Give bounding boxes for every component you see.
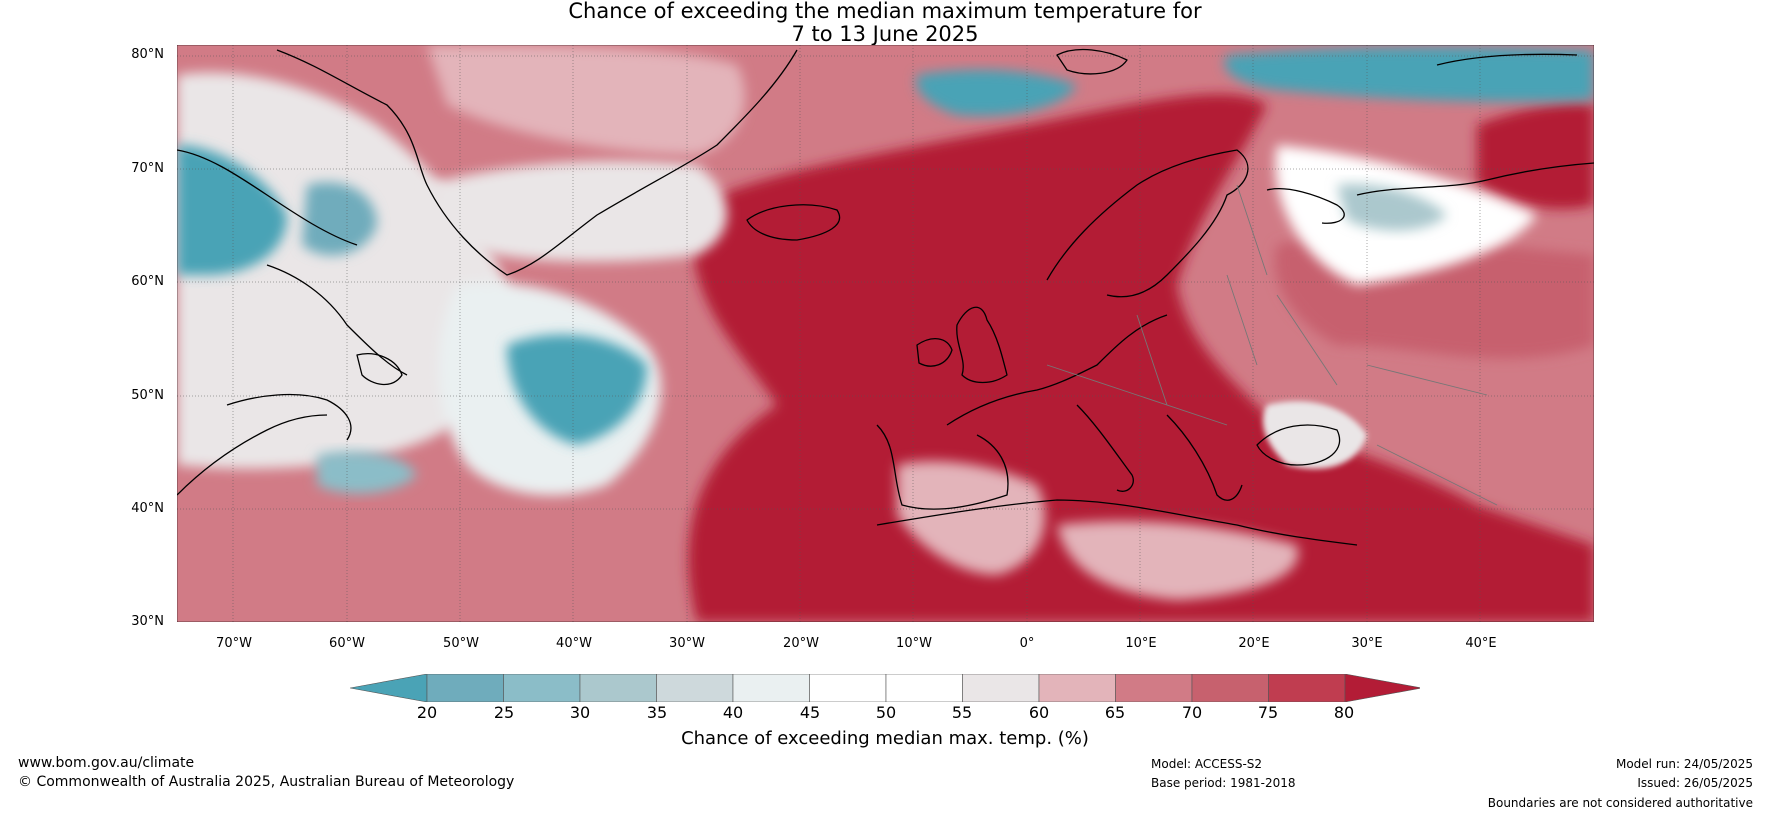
coastline-labrador xyxy=(266,264,408,376)
colorbar-title: Chance of exceeding median max. temp. (%… xyxy=(681,728,1089,749)
coastline-britain xyxy=(956,306,1008,384)
colorbar-segment xyxy=(732,674,810,702)
lat-label-50n: 50°N xyxy=(131,388,164,403)
coastline-black-sea xyxy=(1256,424,1341,466)
footer-disclaimer: Boundaries are not considered authoritat… xyxy=(1487,796,1753,810)
cool-anomaly-us-east xyxy=(317,451,417,494)
lon-label-20e: 20°E xyxy=(1238,636,1270,651)
lon-label-30w: 30°W xyxy=(669,636,705,651)
colorbar-extend-low xyxy=(350,674,428,702)
colorbar-segment xyxy=(962,674,1040,702)
colorbar-segment xyxy=(1038,674,1116,702)
coastline-scandinavia xyxy=(1046,149,1249,298)
lon-label-10e: 10°E xyxy=(1125,636,1157,651)
coastline-nova-scotia xyxy=(226,393,352,441)
country-borders xyxy=(1046,184,1498,506)
lon-label-40e: 40°E xyxy=(1465,636,1497,651)
coastline-balkans xyxy=(1166,414,1243,501)
colorbar-segment xyxy=(1191,674,1269,702)
footer-website: www.bom.gov.au/climate xyxy=(18,755,195,771)
lon-label-50w: 50°W xyxy=(443,636,479,651)
neutral-anomaly-greenland-south xyxy=(427,161,727,262)
colorbar-tick-25: 25 xyxy=(493,703,515,722)
coastline-newfoundland xyxy=(356,353,403,386)
coastline-russia-north xyxy=(1356,162,1594,196)
coastline-italy xyxy=(1076,404,1134,492)
lat-label-70n: 70°N xyxy=(131,161,164,176)
colorbar-tick-80: 80 xyxy=(1333,703,1355,722)
lon-label-0: 0° xyxy=(1019,636,1035,651)
colorbar-segment xyxy=(579,674,657,702)
forecast-map-graphic xyxy=(177,45,1594,622)
footer-copyright: © Commonwealth of Australia 2025, Austra… xyxy=(18,774,515,790)
map-title: Chance of exceeding the median maximum t… xyxy=(568,0,1202,23)
colorbar-segment xyxy=(1268,674,1346,702)
colorbar-tick-70: 70 xyxy=(1181,703,1203,722)
cool-anomaly-north-atlantic xyxy=(507,334,647,445)
graticule xyxy=(177,45,1594,622)
footer-issued: Issued: 26/05/2025 xyxy=(1637,776,1753,790)
coastline-ireland xyxy=(916,338,953,367)
colorbar-tick-40: 40 xyxy=(722,703,744,722)
neutral-anomaly-balkans xyxy=(1263,401,1367,469)
lat-label-30n: 30°N xyxy=(131,614,164,629)
mild-anomaly-sahara xyxy=(1057,521,1299,600)
colorbar xyxy=(350,674,1420,702)
cool-anomaly-hudson xyxy=(302,182,377,256)
lon-label-30e: 30°E xyxy=(1351,636,1383,651)
footer-model-run: Model run: 24/05/2025 xyxy=(1615,757,1753,771)
colorbar-tick-45: 45 xyxy=(799,703,821,722)
lon-label-10w: 10°W xyxy=(896,636,932,651)
lon-label-40w: 40°W xyxy=(556,636,592,651)
coastline-us-east xyxy=(177,414,328,496)
warm-anomaly-northeast xyxy=(1477,103,1594,209)
coastline-kola xyxy=(1266,188,1345,224)
coastline-greenland xyxy=(276,49,798,276)
cool-anomaly-baffin xyxy=(177,145,287,275)
colorbar-tick-55: 55 xyxy=(951,703,973,722)
neutral-anomaly-canada xyxy=(177,72,514,469)
colorbar-tick-35: 35 xyxy=(646,703,668,722)
lat-label-40n: 40°N xyxy=(131,501,164,516)
colorbar-tick-65: 65 xyxy=(1104,703,1126,722)
colorbar-tick-60: 60 xyxy=(1028,703,1050,722)
mild-anomaly-greenland xyxy=(427,45,745,155)
lat-label-80n: 80°N xyxy=(131,47,164,62)
colorbar-segment xyxy=(503,674,581,702)
map-date-range: 7 to 13 June 2025 xyxy=(791,22,979,46)
coastline-iceland xyxy=(746,204,841,241)
coastline-novaya-zemlya xyxy=(1436,53,1578,66)
footer-model: Model: ACCESS-S2 xyxy=(1151,757,1263,771)
colorbar-tick-75: 75 xyxy=(1257,703,1279,722)
lon-label-20w: 20°W xyxy=(783,636,819,651)
colorbar-segment xyxy=(656,674,734,702)
forecast-map xyxy=(177,45,1594,622)
coastline-europe-west xyxy=(946,314,1168,426)
colorbar-segment xyxy=(809,674,887,702)
lon-label-70w: 70°W xyxy=(216,636,252,651)
cool-anomaly-svalbard-sea xyxy=(916,69,1077,116)
colorbar-segment xyxy=(885,674,963,702)
colorbar-tick-20: 20 xyxy=(416,703,438,722)
colorbar-tick-30: 30 xyxy=(569,703,591,722)
coastline-svalbard xyxy=(1056,48,1128,75)
colorbar-segment xyxy=(1115,674,1193,702)
coastlines xyxy=(177,48,1594,546)
coastline-canada-north xyxy=(177,149,358,246)
colorbar-tick-50: 50 xyxy=(875,703,897,722)
coastline-iberia xyxy=(876,424,1009,510)
footer-base-period: Base period: 1981-2018 xyxy=(1151,776,1296,790)
cool-anomaly-finland xyxy=(1337,184,1447,231)
lon-label-60w: 60°W xyxy=(329,636,365,651)
colorbar-extend-high xyxy=(1344,674,1420,702)
lat-label-60n: 60°N xyxy=(131,274,164,289)
colorbar-segment xyxy=(426,674,504,702)
coastline-north-africa xyxy=(876,499,1358,546)
cool-anomaly-barents xyxy=(1224,46,1594,102)
